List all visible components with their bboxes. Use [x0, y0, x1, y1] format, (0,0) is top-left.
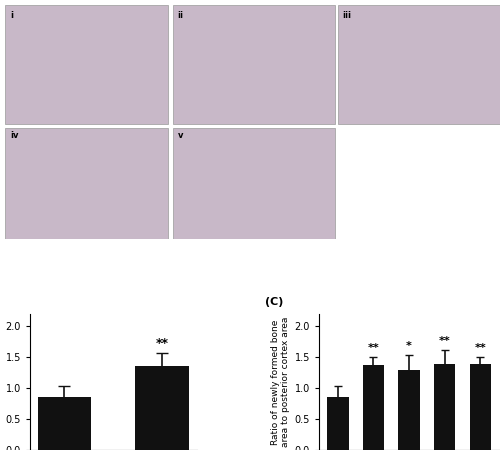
Text: i: i — [10, 11, 13, 20]
Text: (C): (C) — [265, 297, 283, 307]
Text: **: ** — [156, 337, 168, 350]
Text: **: ** — [368, 343, 380, 353]
Text: iii: iii — [342, 11, 351, 20]
Text: **: ** — [439, 337, 450, 347]
Text: v: v — [178, 131, 183, 140]
Bar — [136, 366, 189, 450]
FancyBboxPatch shape — [172, 128, 335, 238]
Y-axis label: Ratio of newly formed bone
area to posterior cortex area: Ratio of newly formed bone area to poste… — [271, 317, 290, 447]
Y-axis label: Ratio of newly formed bone
area to posterior cortex area: Ratio of newly formed bone area to poste… — [0, 317, 2, 447]
Bar — [38, 397, 92, 450]
FancyBboxPatch shape — [172, 5, 335, 124]
FancyBboxPatch shape — [338, 5, 500, 124]
Text: *: * — [406, 341, 412, 351]
Bar — [327, 397, 348, 450]
Text: ii: ii — [178, 11, 184, 20]
Text: **: ** — [474, 343, 486, 353]
Bar — [398, 370, 420, 450]
FancyBboxPatch shape — [5, 128, 168, 238]
FancyBboxPatch shape — [5, 5, 168, 124]
Bar — [434, 364, 456, 450]
Text: iv: iv — [10, 131, 18, 140]
Bar — [470, 364, 491, 450]
Bar — [363, 365, 384, 450]
